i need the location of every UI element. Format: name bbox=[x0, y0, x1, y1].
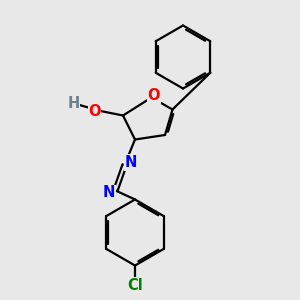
Text: H: H bbox=[68, 96, 80, 111]
Text: N: N bbox=[103, 185, 115, 200]
Text: O: O bbox=[88, 104, 101, 119]
Text: O: O bbox=[148, 88, 160, 104]
Text: Cl: Cl bbox=[127, 278, 143, 292]
Text: N: N bbox=[125, 155, 137, 170]
